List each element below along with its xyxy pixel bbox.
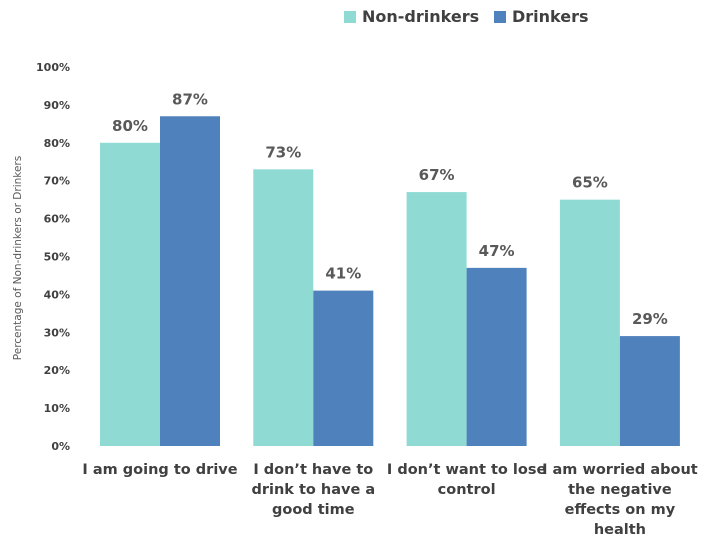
data-label: 65%	[572, 174, 608, 192]
legend: Non-drinkers Drinkers	[344, 7, 589, 26]
bar-non-drinkers	[100, 142, 160, 447]
x-axis: I am going to drive I don’t have to drink …	[82, 462, 697, 538]
y-tick-label: 60%	[44, 213, 70, 226]
data-labels: 80% 87% 73% 41% 67% 47% 65% 29%	[112, 90, 668, 328]
data-label: 67%	[419, 166, 455, 184]
bar-drinkers	[160, 116, 220, 447]
y-tick-label: 40%	[44, 288, 70, 301]
category-label: I am going to drive	[82, 462, 237, 478]
category-label: I don’t have to drink to have a good time	[251, 462, 375, 518]
y-axis: 0% 10% 20% 30% 40% 50% 60% 70% 80% 90% 100%	[36, 61, 70, 453]
bar-non-drinkers	[253, 169, 314, 446]
data-label: 87%	[172, 90, 208, 108]
data-label: 73%	[265, 143, 301, 161]
y-tick-label: 20%	[44, 364, 70, 377]
y-tick-label: 80%	[44, 137, 70, 150]
data-label: 29%	[632, 310, 668, 328]
plot-area	[100, 116, 680, 447]
data-label: 41%	[325, 265, 361, 283]
y-tick-label: 70%	[44, 175, 70, 188]
category-label: I am worried about the negative effects on…	[542, 462, 698, 538]
y-tick-label: 10%	[44, 402, 70, 415]
legend-label-drinkers: Drinkers	[512, 7, 589, 26]
bar-drinkers	[619, 336, 680, 446]
y-tick-label: 0%	[51, 440, 70, 453]
bar-non-drinkers	[559, 199, 620, 446]
y-tick-label: 100%	[36, 61, 70, 74]
y-tick-label: 30%	[44, 326, 70, 339]
legend-label-non-drinkers: Non-drinkers	[362, 7, 479, 26]
bar-drinkers	[313, 290, 374, 446]
y-tick-label: 50%	[44, 251, 70, 264]
category-label: I don’t want to lose control	[387, 462, 547, 498]
y-tick-label: 90%	[44, 99, 70, 112]
bar-non-drinkers	[406, 192, 467, 446]
legend-swatch-drinkers	[494, 11, 506, 23]
legend-swatch-non-drinkers	[344, 11, 356, 23]
bar-drinkers	[466, 267, 527, 446]
y-axis-label: Percentage of Non-drinkers or Drinkers	[12, 156, 24, 360]
data-label: 80%	[112, 117, 148, 135]
data-label: 47%	[479, 242, 515, 260]
